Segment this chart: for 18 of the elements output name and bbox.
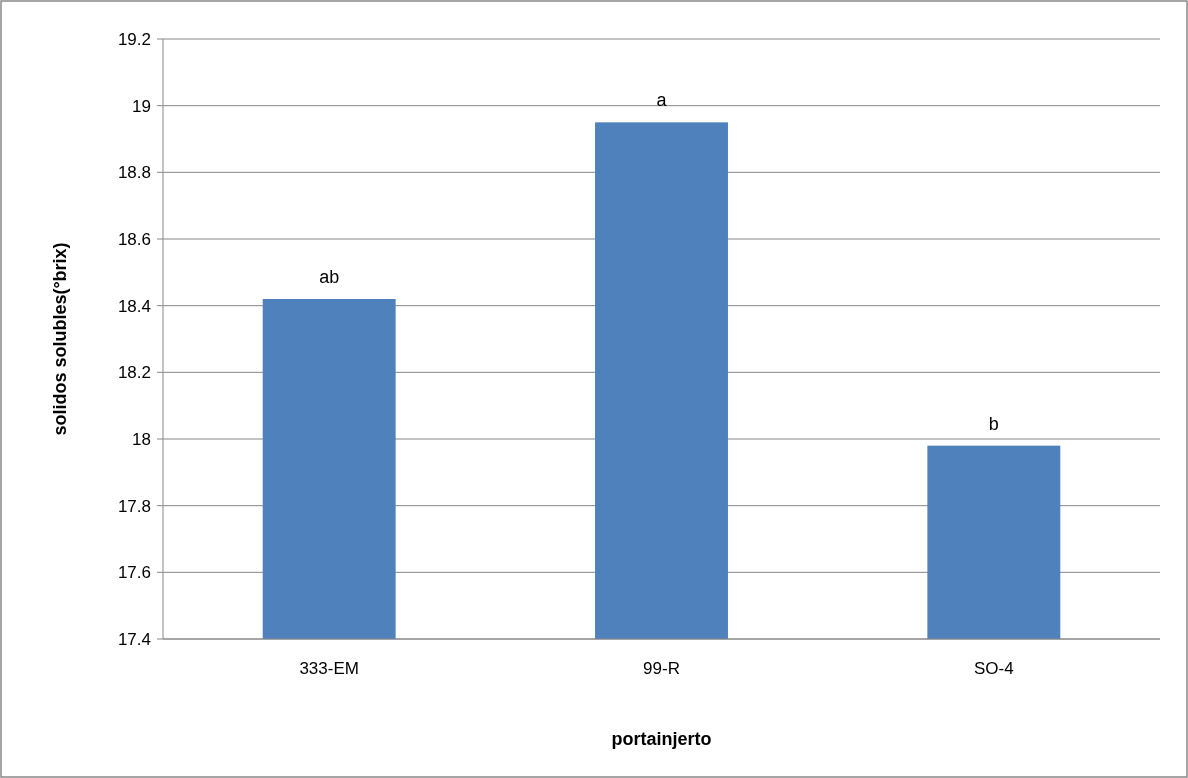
y-tick-label: 19 xyxy=(132,96,151,116)
y-tick-label: 18.4 xyxy=(117,296,151,316)
x-axis-title: portainjerto xyxy=(611,729,712,749)
annotation: ab xyxy=(319,267,340,287)
y-tick-label: 18 xyxy=(132,429,151,449)
annotation: b xyxy=(988,413,999,434)
x-tick-label: 333-EM xyxy=(299,659,359,678)
y-tick-label: 18.2 xyxy=(117,363,151,383)
y-tick-label: 17.4 xyxy=(117,629,151,649)
x-tick-label: 99-R xyxy=(643,659,680,678)
y-axis-title: solidos solubles(°brix) xyxy=(50,242,70,436)
y-tick-label: 17.6 xyxy=(117,563,151,583)
y-tick-label: 18.8 xyxy=(117,163,151,183)
y-tick-label: 19.2 xyxy=(117,29,151,49)
y-tick-label: 18.6 xyxy=(117,229,151,249)
annotation: a xyxy=(656,90,668,111)
x-tick-label: SO-4 xyxy=(973,659,1014,678)
y-tick-label: 17.8 xyxy=(117,496,151,516)
